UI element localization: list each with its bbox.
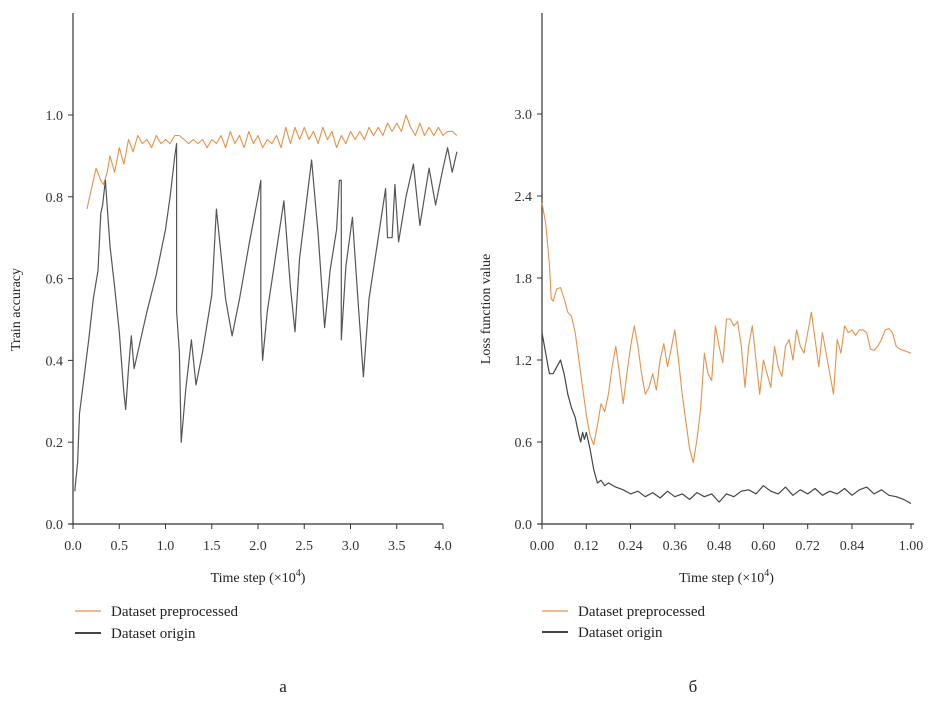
x-tick-label: 3.5 — [388, 539, 406, 554]
legend-label-preprocessed: Dataset preprocessed — [578, 604, 706, 620]
x-axis-title-superscript: 4 — [296, 568, 301, 579]
legend: Dataset preprocessed Dataset origin — [542, 604, 706, 641]
x-tick-label: 2.5 — [296, 539, 314, 554]
x-tick-label: 0.12 — [574, 539, 599, 554]
y-ticks: 0.0 0.2 0.4 0.6 0.8 1.0 — [46, 109, 73, 533]
y-tick-label: 1.2 — [515, 354, 533, 369]
y-tick-label: 1.8 — [515, 272, 533, 287]
series-line-origin — [541, 332, 912, 505]
x-tick-label: 0.5 — [111, 539, 129, 554]
y-tick-label: 0.8 — [46, 191, 64, 206]
panel-a-train-accuracy: 0.0 0.2 0.4 0.6 0.8 1.0 0.0 0.5 1.0 1.5 2.0 2.5 3.0… — [9, 13, 458, 696]
y-tick-label: 1.0 — [46, 109, 64, 124]
x-tick-label: 0.48 — [707, 539, 732, 554]
y-tick-label: 2.4 — [515, 190, 533, 205]
x-tick-label: 0.24 — [618, 539, 643, 554]
x-tick-label: 1.5 — [203, 539, 221, 554]
legend-label-preprocessed: Dataset preprocessed — [111, 604, 239, 620]
y-ticks: 0.0 0.6 1.2 1.8 2.4 3.0 — [515, 108, 542, 533]
legend-label-origin: Dataset origin — [578, 625, 663, 641]
legend: Dataset preprocessed Dataset origin — [75, 604, 239, 642]
y-axis-title: Train accuracy — [9, 268, 24, 351]
y-tick-label: 0.6 — [46, 273, 64, 288]
x-tick-label: 4.0 — [434, 539, 452, 554]
x-tick-label: 2.0 — [249, 539, 267, 554]
series-line-origin — [74, 143, 458, 492]
x-tick-label: 0.84 — [840, 539, 865, 554]
legend-label-origin: Dataset origin — [111, 626, 196, 642]
x-ticks: 0.0 0.5 1.0 1.5 2.0 2.5 3.0 3.5 4.0 — [64, 524, 452, 554]
x-axis-title-end: ) — [301, 571, 306, 586]
x-tick-label: 0.72 — [795, 539, 820, 554]
x-axis-title-text: Time step (×10 — [211, 571, 296, 586]
x-tick-label: 0.0 — [64, 539, 82, 554]
x-tick-label: 0.60 — [751, 539, 776, 554]
y-tick-label: 0.0 — [515, 518, 533, 533]
x-axis-title: Time step (×104) — [679, 568, 774, 586]
plot-lines — [541, 202, 912, 505]
x-axis-title-end: ) — [769, 571, 774, 586]
y-tick-label: 0.0 — [46, 518, 64, 533]
x-ticks: 0.00 0.12 0.24 0.36 0.48 0.60 0.72 0.84 1.00 — [530, 524, 924, 554]
x-tick-label: 1.0 — [157, 539, 175, 554]
panel-b-loss-function: 0.00.61.21.82.43.0 0.00 0.12 0.24 0.36 0.48 0… — [479, 13, 923, 696]
x-axis-title: Time step (×104) — [211, 568, 306, 586]
x-tick-label: 3.0 — [342, 539, 360, 554]
x-tick-label: 1.00 — [899, 539, 924, 554]
panel-caption: б — [689, 677, 698, 696]
x-axis-title-superscript: 4 — [764, 568, 769, 579]
y-axis-title: Loss function value — [479, 254, 494, 364]
x-tick-label: 0.00 — [530, 539, 555, 554]
y-tick-label: 0.4 — [46, 354, 64, 369]
plot-lines — [74, 114, 458, 492]
series-line-preprocessed — [86, 114, 458, 210]
panel-caption: a — [279, 677, 287, 696]
y-tick-label: 0.6 — [515, 436, 533, 451]
x-tick-label: 0.36 — [663, 539, 688, 554]
x-axis-title-text: Time step (×10 — [679, 571, 764, 586]
y-tick-label: 3.0 — [515, 108, 533, 123]
y-tick-label: 0.2 — [46, 436, 64, 451]
series-line-preprocessed — [541, 202, 912, 464]
